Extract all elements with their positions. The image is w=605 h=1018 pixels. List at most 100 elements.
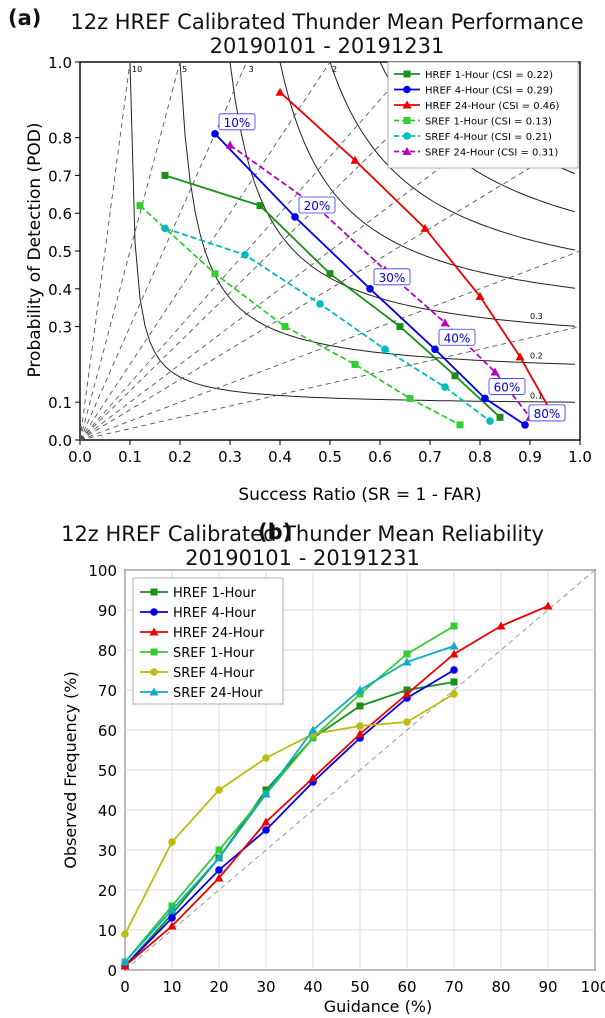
data-point bbox=[256, 202, 264, 210]
data-point bbox=[215, 786, 223, 794]
threshold-label-box bbox=[488, 378, 526, 395]
x-tick-label: 80 bbox=[491, 978, 510, 996]
data-point bbox=[121, 930, 129, 938]
csi-label: 0.3 bbox=[530, 312, 543, 321]
panel-b-letter: (b) bbox=[258, 520, 293, 544]
legend-label: HREF 24-Hour (CSI = 0.46) bbox=[425, 101, 559, 112]
bias-line bbox=[79, 250, 581, 441]
legend-label: HREF 4-Hour bbox=[173, 606, 257, 621]
data-point bbox=[451, 372, 459, 380]
bias-line bbox=[79, 61, 414, 441]
x-tick-label: 0.4 bbox=[268, 448, 292, 466]
data-point bbox=[450, 690, 458, 698]
series-line bbox=[164, 227, 491, 422]
bias-line bbox=[79, 326, 581, 441]
y-tick-label: 0.7 bbox=[48, 167, 72, 185]
legend-marker bbox=[150, 648, 158, 656]
data-point bbox=[450, 678, 458, 686]
series-line bbox=[124, 605, 549, 967]
data-point bbox=[167, 921, 177, 930]
x-tick-label: 0.6 bbox=[368, 448, 392, 466]
legend-label: SREF 4-Hour bbox=[173, 666, 255, 681]
data-point bbox=[262, 754, 270, 762]
legend-label: SREF 4-Hour (CSI = 0.21) bbox=[425, 132, 552, 143]
data-point bbox=[308, 773, 318, 782]
data-point bbox=[486, 417, 494, 425]
x-tick-label: 0.2 bbox=[168, 448, 192, 466]
threshold-label-box bbox=[528, 404, 566, 422]
data-point bbox=[355, 685, 365, 694]
data-point bbox=[316, 300, 324, 308]
legend-label: SREF 24-Hour (CSI = 0.31) bbox=[425, 148, 558, 159]
y-tick-label: 60 bbox=[98, 722, 117, 740]
y-tick-label: 30 bbox=[98, 842, 117, 860]
data-point bbox=[366, 285, 374, 293]
threshold-label-box bbox=[438, 328, 476, 346]
data-point bbox=[275, 87, 285, 96]
threshold-label: 20% bbox=[304, 199, 331, 213]
y-tick-label: 40 bbox=[98, 802, 117, 820]
legend-marker bbox=[403, 85, 411, 94]
y-tick-label: 70 bbox=[98, 682, 117, 700]
threshold-label: 80% bbox=[534, 407, 561, 421]
x-tick-label: 0 bbox=[120, 978, 130, 996]
y-tick-label: 0.3 bbox=[48, 319, 72, 337]
data-point bbox=[355, 729, 365, 738]
threshold-label-box bbox=[218, 113, 256, 131]
data-point bbox=[481, 394, 489, 403]
x-tick-label: 10 bbox=[162, 978, 181, 996]
data-point bbox=[281, 323, 289, 331]
data-point bbox=[396, 323, 404, 331]
data-point bbox=[168, 838, 176, 846]
bias-line bbox=[79, 61, 331, 441]
x-tick-label: 0.5 bbox=[318, 448, 342, 466]
series-line bbox=[139, 204, 461, 426]
panel-a-title: 12z HREF Calibrated Thunder Mean Perform… bbox=[70, 10, 584, 34]
data-point bbox=[456, 421, 464, 429]
data-point bbox=[490, 367, 500, 376]
series-line bbox=[124, 645, 455, 963]
data-point bbox=[403, 718, 411, 726]
data-point bbox=[308, 725, 318, 734]
legend-marker bbox=[403, 70, 411, 78]
data-point bbox=[406, 394, 414, 402]
data-point bbox=[161, 171, 169, 179]
threshold-label: 60% bbox=[494, 380, 521, 394]
panel-a-threshold-labels: 10%20%30%40%60%70%80% bbox=[218, 113, 566, 422]
data-point bbox=[431, 345, 439, 354]
bias-line bbox=[79, 137, 581, 441]
data-point bbox=[450, 666, 458, 674]
csi-label: 0.1 bbox=[530, 391, 543, 400]
panel-a-x-ticks: 0.0 0.1 0.2 0.3 0.4 0.5 0.6 0.7 0.8 0.9 1.0 bbox=[68, 440, 592, 466]
y-tick-label: 100 bbox=[88, 562, 117, 580]
y-tick-label: 0.4 bbox=[48, 281, 72, 299]
csi-curve bbox=[279, 61, 576, 289]
data-point bbox=[291, 213, 299, 221]
legend-marker bbox=[403, 117, 411, 124]
data-point bbox=[309, 734, 317, 742]
x-tick-label: 90 bbox=[538, 978, 557, 996]
x-tick-label: 60 bbox=[397, 978, 416, 996]
legend-label: SREF 1-Hour bbox=[173, 646, 255, 661]
data-point bbox=[543, 601, 553, 610]
data-point bbox=[515, 352, 525, 361]
data-point bbox=[261, 789, 271, 798]
data-point bbox=[449, 649, 459, 658]
series-line bbox=[214, 133, 526, 426]
bias-line bbox=[79, 61, 131, 441]
x-tick-label: 0.9 bbox=[518, 448, 542, 466]
y-tick-label: 10 bbox=[98, 922, 117, 940]
csi-label: 0.2 bbox=[530, 352, 543, 361]
x-tick-label: 20 bbox=[209, 978, 228, 996]
data-point bbox=[420, 223, 430, 232]
data-point bbox=[261, 817, 271, 826]
data-point bbox=[496, 621, 506, 630]
y-tick-label: 0.8 bbox=[48, 130, 72, 148]
data-point bbox=[440, 318, 450, 327]
data-point bbox=[402, 657, 412, 666]
bias-line bbox=[79, 61, 181, 441]
data-point bbox=[356, 702, 364, 710]
data-point bbox=[450, 622, 458, 630]
y-tick-label: 1.0 bbox=[48, 54, 72, 72]
x-tick-label: 1.0 bbox=[568, 448, 592, 466]
